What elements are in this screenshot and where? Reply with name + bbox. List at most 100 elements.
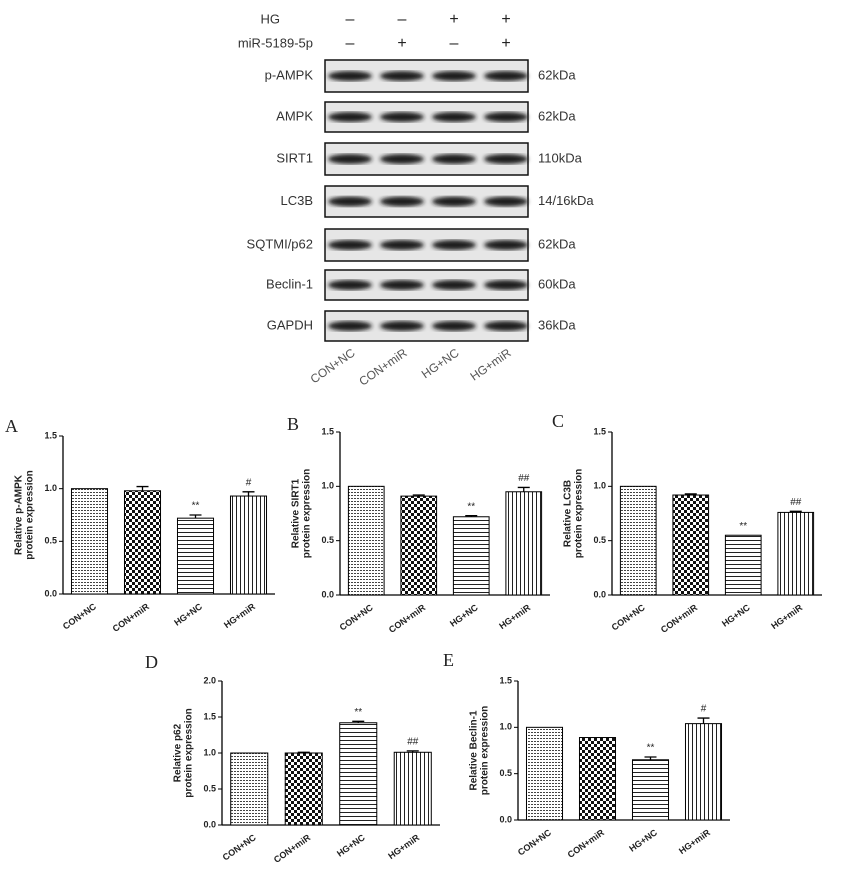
blot-band xyxy=(380,321,424,331)
blot-row-size: 62kDa xyxy=(538,108,576,123)
blot-row-size: 62kDa xyxy=(538,236,576,251)
y-tick-label: 0.0 xyxy=(203,819,216,829)
y-axis-label: Relative SIRT1 xyxy=(291,478,302,548)
blot-band xyxy=(432,280,476,290)
blot-band xyxy=(484,196,528,207)
significance: ** xyxy=(354,707,362,718)
blot-row-size: 14/16kDa xyxy=(538,193,594,208)
blot-row-label: SQTMI/p62 xyxy=(247,236,313,251)
y-tick-label: 1.0 xyxy=(593,481,606,491)
error-bar xyxy=(465,515,478,517)
error-bar xyxy=(789,510,802,513)
error-bar xyxy=(189,514,202,519)
blot-band xyxy=(432,71,476,81)
panel-letter: C xyxy=(552,411,564,431)
y-tick-label: 0.5 xyxy=(593,535,606,545)
error-bar xyxy=(297,751,310,753)
blot-band xyxy=(484,71,528,81)
panel-letter: A xyxy=(5,416,18,436)
y-tick-label: 1.0 xyxy=(321,481,334,491)
blot-row xyxy=(324,228,529,262)
blot-band xyxy=(432,112,476,122)
bar xyxy=(176,517,215,595)
condition-sign: – xyxy=(398,11,407,28)
bar xyxy=(347,485,385,596)
blot-band xyxy=(432,196,476,207)
blot-row xyxy=(324,185,529,218)
x-tick-label: CON+miR xyxy=(387,602,428,635)
condition-sign: + xyxy=(501,11,510,28)
bar xyxy=(123,490,162,595)
y-axis-label: Relative Beclin-1 xyxy=(469,710,480,790)
blot-band xyxy=(484,240,528,250)
bar xyxy=(724,534,762,596)
y-tick-label: 1.5 xyxy=(593,426,606,436)
blot-band xyxy=(484,280,528,290)
x-tick-label: CON+NC xyxy=(338,602,375,632)
y-tick-label: 1.5 xyxy=(203,711,216,721)
blot-band xyxy=(328,112,372,122)
y-tick-label: 0.5 xyxy=(321,535,334,545)
blot-band xyxy=(328,196,372,207)
bar xyxy=(505,491,543,596)
x-tick-label: CON+NC xyxy=(516,827,553,857)
y-tick-label: 0.5 xyxy=(44,536,57,546)
blot-band xyxy=(484,321,528,331)
x-tick-label: HG+NC xyxy=(720,602,752,629)
error-bar xyxy=(697,717,710,724)
y-axis-label: Relative p-AMPK xyxy=(14,474,25,555)
condition-sign: + xyxy=(397,35,406,52)
condition-label: HG xyxy=(261,11,281,26)
blot-band xyxy=(432,154,476,164)
y-axis-label: protein expression xyxy=(480,706,491,795)
lane-label: HG+NC xyxy=(419,345,462,381)
y-tick-label: 0.5 xyxy=(499,768,512,778)
x-tick-label: CON+miR xyxy=(111,601,152,634)
error-bar xyxy=(644,756,657,760)
y-tick-label: 1.5 xyxy=(321,426,334,436)
significance: # xyxy=(701,704,707,715)
blot-band xyxy=(328,154,372,164)
y-axis-label: protein expression xyxy=(184,708,195,797)
x-tick-label: HG+miR xyxy=(769,602,804,631)
y-axis-label: Relative LC3B xyxy=(563,480,574,547)
x-tick-label: CON+miR xyxy=(272,832,313,865)
x-tick-label: CON+miR xyxy=(566,827,607,860)
blot-band xyxy=(328,280,372,290)
bar xyxy=(393,751,432,826)
y-tick-label: 1.5 xyxy=(44,430,57,440)
blot-band xyxy=(380,280,424,290)
blot-band xyxy=(380,196,424,207)
significance: ** xyxy=(467,501,475,512)
y-axis-label: protein expression xyxy=(302,469,313,558)
x-tick-label: CON+NC xyxy=(61,601,98,631)
y-tick-label: 1.5 xyxy=(499,675,512,685)
x-tick-label: HG+miR xyxy=(677,827,712,856)
lane-label: HG+miR xyxy=(468,345,514,383)
bar xyxy=(578,737,617,821)
blot-row-size: 60kDa xyxy=(538,276,576,291)
x-tick-label: HG+NC xyxy=(448,602,480,629)
lane-label: CON+NC xyxy=(308,345,358,386)
bar xyxy=(230,752,269,826)
x-tick-label: CON+NC xyxy=(610,602,647,632)
y-tick-label: 2.0 xyxy=(203,675,216,685)
blot-row-label: GAPDH xyxy=(267,317,313,332)
bar xyxy=(684,723,723,821)
lane-label: CON+miR xyxy=(356,345,409,388)
panel-letter: E xyxy=(443,650,454,670)
bar xyxy=(672,494,710,596)
y-tick-label: 0.0 xyxy=(44,588,57,598)
y-axis-label: protein expression xyxy=(25,470,36,559)
x-tick-label: HG+miR xyxy=(222,601,257,630)
blot-band xyxy=(380,154,424,164)
significance: ** xyxy=(647,743,655,754)
y-axis-label: protein expression xyxy=(574,469,585,558)
condition-sign: + xyxy=(449,11,458,28)
y-tick-label: 0.0 xyxy=(321,589,334,599)
bar xyxy=(339,722,378,826)
x-tick-label: CON+miR xyxy=(659,602,700,635)
y-tick-label: 0.5 xyxy=(203,783,216,793)
significance: # xyxy=(246,477,252,488)
blot-band xyxy=(328,321,372,331)
